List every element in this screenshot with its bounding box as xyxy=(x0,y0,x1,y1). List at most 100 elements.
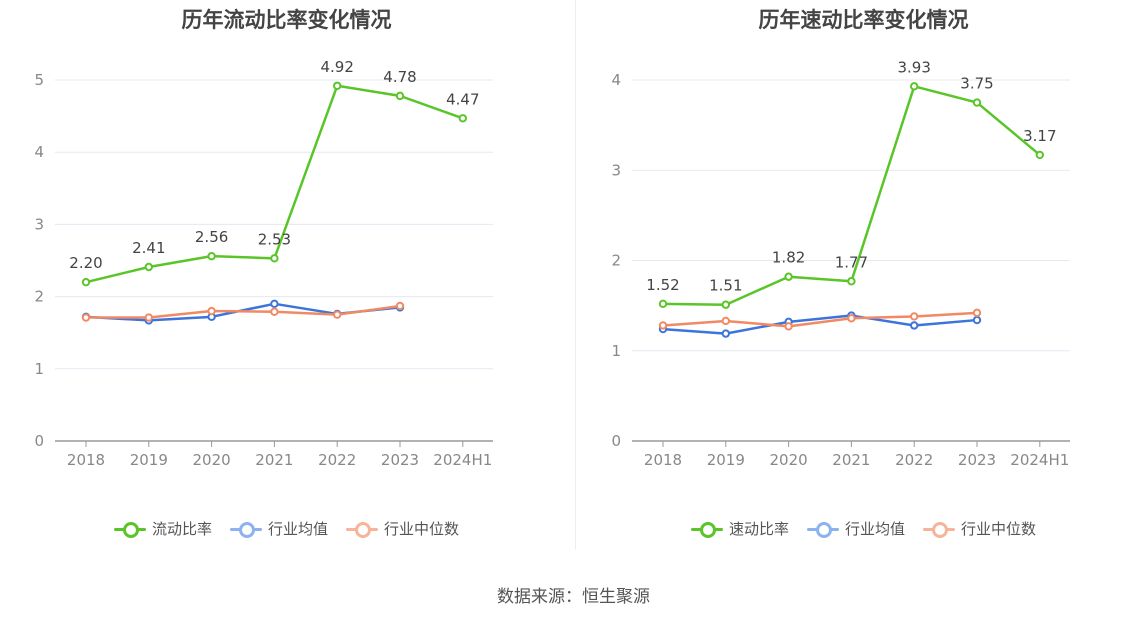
data-point-avg xyxy=(972,315,982,325)
line-marker-icon xyxy=(923,521,955,538)
line-marker-icon xyxy=(806,521,839,538)
data-label: 1.82 xyxy=(772,249,805,267)
legend-label: 流动比率 xyxy=(151,520,212,538)
data-source: 数据来源：恒生聚源 xyxy=(497,587,650,607)
data-point-main xyxy=(207,251,216,261)
data-point-median xyxy=(847,314,856,323)
data-point-median xyxy=(333,310,342,319)
data-label: 3.17 xyxy=(1023,127,1056,145)
legend-item-industry-average[interactable]: 行业均值 xyxy=(229,518,328,539)
legend-label: 速动比率 xyxy=(728,520,789,538)
data-point-main xyxy=(784,272,793,281)
legend-label: 行业均值 xyxy=(844,520,905,538)
data-point-avg xyxy=(270,299,279,309)
x-tick-label: 2022 xyxy=(318,451,356,469)
data-label: 3.93 xyxy=(897,58,930,76)
y-tick-label: 2 xyxy=(34,288,44,306)
data-point-main xyxy=(458,114,467,123)
data-label: 4.78 xyxy=(383,68,416,86)
data-point-median xyxy=(207,306,216,316)
current-ratio-chart: 0 1 2 3 4 5 2018 2019 2020 2021 2022 2023 2024H1 2.20… xyxy=(34,58,493,469)
legend-label: 行业中位数 xyxy=(384,520,460,538)
data-label: 1.77 xyxy=(835,253,868,271)
data-point-main xyxy=(1035,150,1044,160)
series-line-main xyxy=(662,85,1041,306)
x-tick-label: 2023 xyxy=(381,451,419,469)
data-label: 2.20 xyxy=(69,254,102,272)
legend-label: 行业中位数 xyxy=(961,520,1037,538)
data-point-main xyxy=(910,82,919,91)
data-point-main xyxy=(81,277,91,287)
x-tick-label: 2019 xyxy=(707,451,745,469)
y-tick-label: 0 xyxy=(611,432,621,450)
panel-divider xyxy=(575,0,576,550)
y-tick-label: 3 xyxy=(611,161,621,179)
data-point-avg xyxy=(721,329,731,338)
data-label: 1.52 xyxy=(646,276,679,294)
y-tick-label: 4 xyxy=(34,143,44,161)
x-tick-label: 2024H1 xyxy=(433,451,492,469)
legend-item-industry-median[interactable]: 行业中位数 xyxy=(923,518,1036,539)
y-tick-label: 1 xyxy=(611,342,621,360)
quick-ratio-chart-panel: 历年速动比率变化情况 0 1 2 3 4 2018 2019 2020 2021 2022 2023… xyxy=(577,0,1147,560)
legend-item-industry-average[interactable]: 行业均值 xyxy=(806,518,905,539)
y-tick-label: 4 xyxy=(611,71,621,89)
data-point-median xyxy=(270,307,279,316)
data-point-median xyxy=(784,322,793,331)
line-marker-icon xyxy=(346,521,378,538)
x-tick-label: 2020 xyxy=(193,451,231,469)
data-point-median xyxy=(721,316,731,326)
chart-title: 历年流动比率变化情况 xyxy=(181,8,392,32)
data-point-main xyxy=(972,98,982,107)
data-point-median xyxy=(81,313,91,322)
data-point-main xyxy=(847,277,856,286)
quick-ratio-chart: 0 1 2 3 4 2018 2019 2020 2021 2022 2023 2024H1 1.52 1… xyxy=(611,58,1070,469)
y-tick-label: 3 xyxy=(34,215,44,233)
legend: 速动比率 行业均值 行业中位数 xyxy=(577,518,1147,539)
y-tick-label: 0 xyxy=(34,432,44,450)
y-tick-label: 1 xyxy=(34,360,44,378)
x-tick-label: 2021 xyxy=(255,451,293,469)
y-tick-label: 2 xyxy=(611,252,621,270)
x-tick-label: 2020 xyxy=(770,451,808,469)
data-point-main xyxy=(270,254,279,263)
data-label: 2.53 xyxy=(258,230,291,248)
x-tick-label: 2024H1 xyxy=(1010,451,1069,469)
data-point-main xyxy=(658,299,668,309)
y-tick-label: 5 xyxy=(34,71,44,89)
x-tick-label: 2018 xyxy=(67,451,105,469)
legend: 流动比率 行业均值 行业中位数 xyxy=(0,518,573,539)
data-point-avg xyxy=(910,321,919,330)
x-tick-label: 2022 xyxy=(895,451,933,469)
series-line-median xyxy=(662,311,978,328)
legend-item-industry-median[interactable]: 行业中位数 xyxy=(346,518,459,539)
data-label: 3.75 xyxy=(960,75,993,93)
x-tick-label: 2021 xyxy=(832,451,870,469)
data-point-median xyxy=(395,301,405,311)
line-marker-icon xyxy=(229,521,262,538)
x-tick-label: 2023 xyxy=(958,451,996,469)
data-point-median xyxy=(144,313,154,322)
data-point-main xyxy=(333,81,342,90)
data-label: 4.92 xyxy=(320,58,353,76)
legend-label: 行业均值 xyxy=(267,520,328,538)
series-line-avg xyxy=(662,314,978,335)
legend-item-quick-ratio[interactable]: 速动比率 xyxy=(690,518,789,539)
legend-item-current-ratio[interactable]: 流动比率 xyxy=(113,518,212,539)
data-label: 4.47 xyxy=(446,90,479,108)
data-point-median xyxy=(972,308,982,318)
data-label: 2.56 xyxy=(195,228,228,246)
data-label: 1.51 xyxy=(709,277,742,295)
data-point-median xyxy=(658,321,668,330)
line-marker-icon xyxy=(690,521,723,538)
data-point-main xyxy=(144,262,154,272)
data-label: 2.41 xyxy=(132,239,165,257)
data-point-main xyxy=(721,300,731,309)
chart-title: 历年速动比率变化情况 xyxy=(758,8,969,32)
x-tick-label: 2018 xyxy=(644,451,682,469)
x-tick-label: 2019 xyxy=(130,451,168,469)
series-line-median xyxy=(86,304,401,319)
data-point-main xyxy=(395,91,405,101)
line-marker-icon xyxy=(113,521,146,538)
current-ratio-chart-panel: 历年流动比率变化情况 0 1 2 3 4 5 2018 2019 2020 2021 2022 202… xyxy=(0,0,573,560)
